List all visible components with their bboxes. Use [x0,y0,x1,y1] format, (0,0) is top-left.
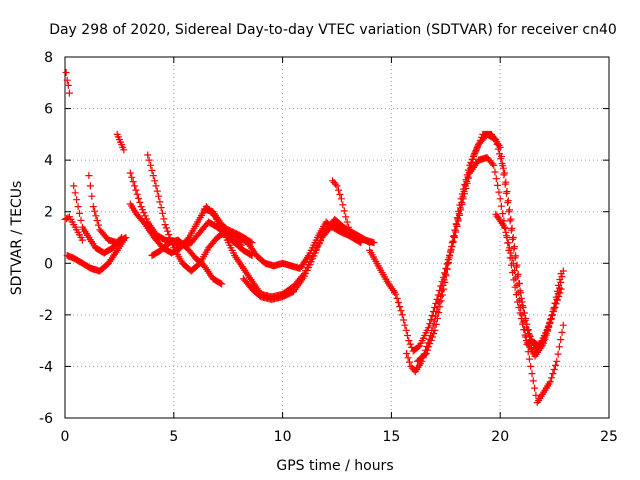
series-markers [61,213,86,244]
series-track-r [492,210,567,406]
axis-ticks: 0 5 10 15 20 25 -6 -4 -2 0 2 4 6 8 [39,50,618,445]
y-tick-label: 0 [44,256,53,272]
series-markers [414,130,567,365]
y-tick-label: -6 [39,411,53,427]
y-tick-label: -2 [39,308,53,324]
series-markers [85,172,130,247]
series-track-c [63,236,128,275]
series-markers [239,221,365,303]
series-track-q [414,130,567,365]
series-markers [492,210,567,406]
series-markers [113,130,128,154]
series-track-a [61,213,86,244]
x-tick-label: 10 [274,429,292,445]
y-axis-label: SDTVAR / TECUs [9,181,25,296]
x-tick-label: 5 [169,429,178,445]
plot-frame [64,56,610,419]
x-axis-label: GPS time / hours [276,458,393,474]
grid-lines [65,57,609,418]
series-markers [148,236,226,288]
series-track-f [113,130,128,154]
y-tick-label: 6 [44,102,53,118]
y-tick-label: 8 [44,50,53,66]
series-track-e [85,172,130,247]
y-tick-label: 4 [44,153,53,169]
y-tick-label: 2 [44,205,53,221]
data-points [61,69,567,406]
x-tick-label: 15 [382,429,400,445]
x-tick-label: 25 [600,429,618,445]
series-markers [62,69,73,97]
series-markers [329,177,354,236]
chart-title: Day 298 of 2020, Sidereal Day-to-day VTE… [49,22,617,38]
series-track-m [239,221,365,303]
x-tick-label: 20 [491,429,509,445]
series-track-n [329,177,354,236]
series-track-b [62,69,73,97]
series-track-j [148,236,226,288]
series-markers [63,236,128,275]
x-tick-label: 0 [61,429,70,445]
y-tick-label: -4 [39,359,53,375]
